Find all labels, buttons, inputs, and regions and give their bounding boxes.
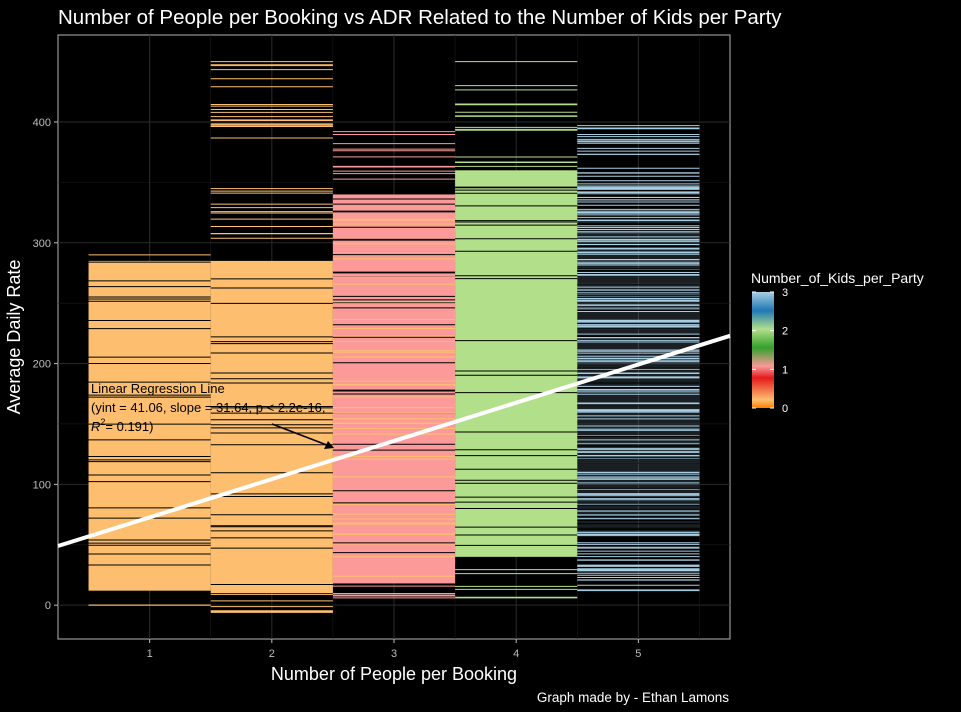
legend-ticks: 3 2 1 0 xyxy=(752,287,788,415)
column-kids-3 xyxy=(577,125,700,592)
regression-annotation: Linear Regression Line (yint = 41.06, sl… xyxy=(91,381,334,449)
x-tick-label: 3 xyxy=(391,648,397,660)
column-fill xyxy=(577,218,700,533)
x-axis-title: Number of People per Booking xyxy=(271,664,517,684)
column-fill xyxy=(332,194,456,584)
x-tick-label: 5 xyxy=(635,648,641,660)
legend-colorbar xyxy=(752,292,774,408)
column-fill xyxy=(455,170,578,557)
column-kids-2 xyxy=(455,61,578,599)
chart-title: Number of People per Booking vs ADR Rela… xyxy=(58,6,782,29)
annotation-r-superscript: 2 xyxy=(100,417,105,427)
annotation-r-value: = 0.191) xyxy=(105,419,153,434)
y-tick-label: 100 xyxy=(33,479,51,491)
legend-tick-label: 0 xyxy=(782,403,788,415)
x-tick-label: 2 xyxy=(269,648,275,660)
x-tick-label: 1 xyxy=(147,648,153,660)
annotation-r-symbol: R xyxy=(91,419,100,434)
annotation-arrow-line xyxy=(271,423,333,448)
column-kids-0 xyxy=(210,61,333,613)
legend-tick-label: 2 xyxy=(782,326,788,338)
y-axis-ticks: 0 100 200 300 400 xyxy=(33,117,58,612)
y-tick-label: 200 xyxy=(33,359,51,371)
legend-title: Number_of_Kids_per_Party xyxy=(751,270,924,286)
chart-caption: Graph made by - Ethan Lamons xyxy=(537,690,729,705)
annotation-arrow-head xyxy=(324,441,334,449)
y-tick-label: 0 xyxy=(45,600,51,612)
x-axis-ticks: 1 2 3 4 5 xyxy=(147,639,641,660)
annotation-line-1: Linear Regression Line xyxy=(91,381,225,396)
data-columns xyxy=(88,61,700,613)
column-kids-1 xyxy=(332,131,456,599)
plot-panel xyxy=(57,34,731,640)
legend-tick-label: 1 xyxy=(782,364,788,376)
y-axis-title: Average Daily Rate xyxy=(4,260,24,415)
annotation-line-3: R2= 0.191) xyxy=(91,417,153,434)
x-tick-label: 4 xyxy=(513,648,519,660)
annotation-line-2: (yint = 41.06, slope = 31.64, p < 2.2e-1… xyxy=(91,400,326,415)
regression-line xyxy=(57,333,731,548)
y-tick-label: 300 xyxy=(33,238,51,250)
column-fill xyxy=(210,260,333,594)
legend: Number_of_Kids_per_Party 3 2 1 0 xyxy=(751,270,924,415)
y-tick-label: 400 xyxy=(33,117,51,129)
column-kids-0 xyxy=(88,254,211,606)
legend-tick-label: 3 xyxy=(782,287,788,299)
